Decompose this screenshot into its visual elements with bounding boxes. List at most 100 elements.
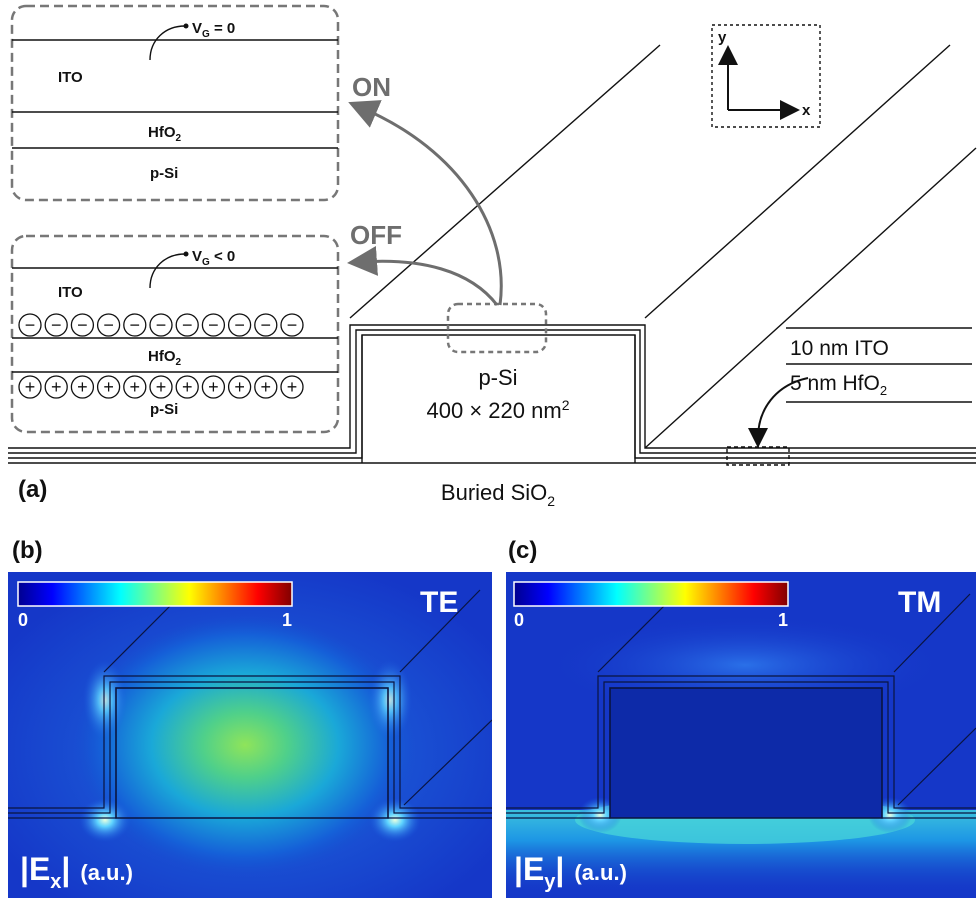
negative-charge-symbol: − bbox=[261, 315, 272, 335]
svg-text:5 nm HfO2: 5 nm HfO2 bbox=[790, 372, 887, 398]
panel-c-cbar-max: 1 bbox=[778, 610, 788, 630]
svg-text:400 × 220 nm2: 400 × 220 nm2 bbox=[427, 397, 570, 423]
negative-charge-circle bbox=[280, 313, 304, 337]
off-layer-hfo2-sub: 2 bbox=[176, 357, 182, 368]
legend-ito: 10 nm ITO bbox=[790, 337, 889, 360]
svg-text:Buried SiO2: Buried SiO2 bbox=[441, 480, 555, 509]
negative-charge-symbol: − bbox=[51, 315, 62, 335]
on-gate-sub: G bbox=[202, 29, 210, 40]
positive-charge-symbol: + bbox=[130, 377, 141, 397]
off-label: OFF bbox=[350, 220, 402, 250]
negative-charge-circle bbox=[227, 313, 252, 337]
svg-text:|Ex|(a.u.): |Ex| (a.u.) bbox=[20, 851, 133, 893]
positive-charge-symbol: + bbox=[103, 377, 114, 397]
negative-charge-symbol: − bbox=[208, 315, 219, 335]
positive-charge-symbol: + bbox=[208, 377, 219, 397]
negative-charge-circle bbox=[96, 313, 121, 337]
panel-b-cbar-max: 1 bbox=[282, 610, 292, 630]
panel-b-mode: TE bbox=[420, 586, 458, 619]
off-arrow bbox=[347, 246, 499, 306]
panel-c-colorbar: 0 1 bbox=[513, 581, 789, 630]
panel-b-cbar-min: 0 bbox=[18, 610, 28, 630]
negative-charge-symbol: − bbox=[77, 315, 88, 335]
off-layer-hfo2: HfO bbox=[148, 348, 176, 365]
panel-c-field: |E bbox=[514, 851, 544, 887]
svg-text:|Ey|(a.u.): |Ey| (a.u.) bbox=[514, 851, 627, 893]
panel-b-colorbar: 0 1 bbox=[17, 581, 293, 630]
negative-charge-circle bbox=[201, 313, 226, 337]
negative-charge-symbol: − bbox=[25, 315, 36, 335]
panel-c-label: (c) bbox=[508, 537, 537, 564]
svg-text:VG = 0: VG = 0 bbox=[192, 20, 235, 40]
substrate-sub: 2 bbox=[547, 493, 555, 509]
positive-charge-symbol: + bbox=[77, 377, 88, 397]
core-top-selection bbox=[446, 302, 548, 354]
panel-c-units: (a.u.) bbox=[574, 860, 627, 885]
positive-charge-circle bbox=[280, 375, 304, 399]
negative-charge-circle bbox=[149, 313, 173, 337]
substrate-label: Buried SiO bbox=[441, 480, 547, 505]
on-layer-hfo2: HfO bbox=[148, 124, 176, 141]
core-dims: 400 × 220 nm bbox=[427, 398, 562, 423]
panel-b-field-sub: x bbox=[50, 871, 61, 893]
negative-charge-symbol: − bbox=[182, 315, 193, 335]
negative-charge-symbol: − bbox=[130, 315, 141, 335]
panel-b-field-end: | bbox=[61, 851, 70, 887]
legend-hfo2: 5 nm HfO bbox=[790, 372, 880, 395]
panel-c-mode: TM bbox=[898, 586, 941, 619]
positive-charge-circle bbox=[254, 375, 278, 399]
positive-charge-circle bbox=[149, 375, 173, 399]
panel-c-cbar-min: 0 bbox=[514, 610, 524, 630]
core-dims-sup: 2 bbox=[562, 397, 570, 413]
positive-charge-circle bbox=[96, 375, 121, 399]
on-arrow bbox=[348, 100, 503, 306]
panel-b-label: (b) bbox=[12, 537, 43, 564]
negative-charge-circle bbox=[123, 313, 147, 337]
positive-charge-circle bbox=[175, 375, 199, 399]
off-layer-ito: ITO bbox=[58, 284, 83, 301]
off-gate-v: V bbox=[192, 248, 202, 265]
panel-c-field-end: | bbox=[555, 851, 564, 887]
panel-b-field: |E bbox=[20, 851, 50, 887]
positive-charge-symbol: + bbox=[25, 377, 36, 397]
axis-x-label: x bbox=[802, 102, 811, 119]
positive-charge-symbol: + bbox=[182, 377, 193, 397]
positive-charge-symbol: + bbox=[287, 377, 298, 397]
off-gate-sub: G bbox=[202, 257, 210, 268]
svg-text:HfO2: HfO2 bbox=[148, 348, 182, 368]
positive-charges: + + + + + + + + + + + bbox=[18, 375, 304, 399]
positive-charge-circle bbox=[70, 375, 95, 399]
on-gate-rel: = 0 bbox=[210, 20, 235, 37]
negative-charge-circle bbox=[44, 313, 68, 337]
off-layer-psi: p-Si bbox=[150, 401, 178, 418]
positive-charge-circle bbox=[18, 375, 42, 399]
positive-charge-symbol: + bbox=[156, 377, 167, 397]
off-gate-rel: < 0 bbox=[210, 248, 235, 265]
positive-charge-symbol: + bbox=[261, 377, 272, 397]
svg-text:VG < 0: VG < 0 bbox=[192, 248, 235, 268]
panel-c-tm-field bbox=[506, 572, 976, 898]
on-layer-ito: ITO bbox=[58, 69, 83, 86]
positive-charge-symbol: + bbox=[51, 377, 62, 397]
off-state-box: VG < 0 ITO − − − − − − − − − − − HfO2 + + + + + + + + + + + … bbox=[10, 234, 340, 434]
svg-text:HfO2: HfO2 bbox=[148, 124, 182, 144]
waveguide-structure bbox=[8, 44, 977, 464]
negative-charges: − − − − − − − − − − − bbox=[18, 313, 304, 337]
on-label: ON bbox=[352, 72, 391, 102]
negative-charge-symbol: − bbox=[234, 315, 245, 335]
negative-charge-circle bbox=[18, 313, 42, 337]
negative-charge-circle bbox=[254, 313, 278, 337]
positive-charge-circle bbox=[123, 375, 147, 399]
negative-charge-symbol: − bbox=[103, 315, 114, 335]
positive-charge-circle bbox=[44, 375, 68, 399]
on-gate-v: V bbox=[192, 20, 202, 37]
positive-charge-circle bbox=[227, 375, 252, 399]
panel-a: VG = 0 ITO HfO2 p-Si VG < 0 ITO − − − − − − − −… bbox=[8, 4, 977, 509]
axis-y-label: y bbox=[718, 29, 727, 46]
panel-b-units: (a.u.) bbox=[80, 860, 133, 885]
core-material: p-Si bbox=[478, 365, 517, 390]
negative-charge-circle bbox=[70, 313, 95, 337]
positive-charge-symbol: + bbox=[234, 377, 245, 397]
thickness-legend: 10 nm ITO 5 nm HfO2 bbox=[726, 327, 972, 466]
